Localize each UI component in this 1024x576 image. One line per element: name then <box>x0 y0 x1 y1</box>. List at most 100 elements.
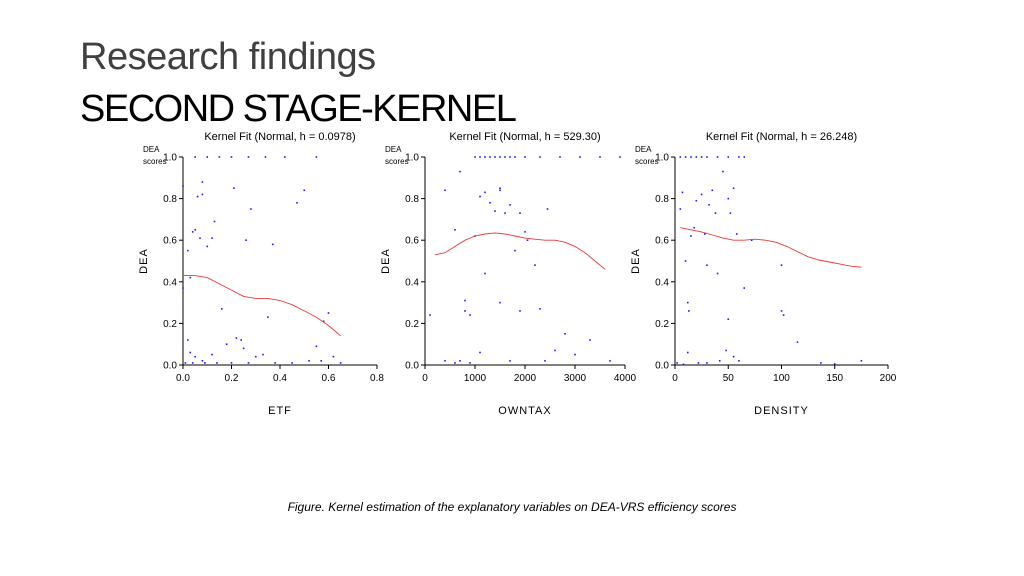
data-point <box>191 231 194 233</box>
slide-title: Research findings <box>80 36 376 78</box>
data-point <box>718 360 721 362</box>
data-point <box>206 245 209 248</box>
data-point <box>339 362 342 364</box>
data-point <box>738 156 740 158</box>
data-point <box>196 195 199 198</box>
data-point <box>499 187 501 189</box>
data-point <box>211 237 213 239</box>
y-tick-label: 0.4 <box>655 277 669 288</box>
data-point <box>464 310 466 312</box>
data-point <box>559 156 561 158</box>
corner-label: DEA <box>635 145 652 154</box>
data-point <box>484 191 486 194</box>
chart-title: Kernel Fit (Normal, h = 26.248) <box>706 131 857 143</box>
figure-caption: Figure. Kernel estimation of the explana… <box>287 500 737 514</box>
data-point <box>524 231 526 233</box>
data-point <box>679 208 682 210</box>
x-tick-label: 0.0 <box>176 373 190 384</box>
data-point <box>820 362 822 364</box>
data-point <box>700 193 703 196</box>
data-point <box>429 314 431 316</box>
data-point <box>732 355 735 358</box>
data-point <box>332 355 335 358</box>
data-point <box>599 156 601 158</box>
y-tick-label: 1.0 <box>655 153 669 164</box>
data-point <box>684 260 687 262</box>
y-tick-label: 0.6 <box>405 236 419 247</box>
data-point <box>690 156 692 158</box>
data-point <box>184 362 187 364</box>
data-point <box>444 189 446 192</box>
data-point <box>514 156 516 158</box>
kernel-fit-line <box>680 227 862 268</box>
data-point <box>546 208 549 210</box>
y-tick-label: 0.4 <box>163 277 177 288</box>
x-axis-label: ETF <box>268 405 292 417</box>
slide-subtitle: SECOND STAGE-KERNEL <box>80 88 517 130</box>
data-point <box>693 226 695 229</box>
x-tick-label: 100 <box>773 373 790 384</box>
data-point <box>514 249 516 252</box>
data-point <box>464 299 466 302</box>
data-point <box>230 156 233 158</box>
data-point <box>579 156 581 158</box>
data-point <box>833 363 836 365</box>
data-point <box>245 239 247 241</box>
data-point <box>743 156 746 158</box>
data-point <box>459 170 461 173</box>
x-tick-label: 2000 <box>514 373 537 384</box>
data-point <box>469 314 471 316</box>
data-point <box>727 156 730 158</box>
y-tick-label: 0.4 <box>405 277 419 288</box>
data-point <box>479 195 481 198</box>
x-tick-label: 0.8 <box>370 373 384 384</box>
data-point <box>706 362 708 364</box>
y-tick-label: 0.6 <box>163 236 177 247</box>
x-tick-label: 0.4 <box>273 373 287 384</box>
data-point <box>315 345 318 348</box>
data-point <box>474 156 476 158</box>
data-point <box>484 156 486 158</box>
data-point <box>711 189 714 192</box>
data-point <box>479 351 481 354</box>
data-point <box>727 197 730 200</box>
x-tick-label: 1000 <box>464 373 487 384</box>
chart-title: Kernel Fit (Normal, h = 529.30) <box>449 131 600 143</box>
x-tick-label: 50 <box>723 373 735 384</box>
data-point <box>201 181 204 183</box>
data-point <box>308 360 310 362</box>
y-tick-label: 0.8 <box>163 194 177 205</box>
data-point <box>743 287 746 289</box>
data-point <box>499 301 501 304</box>
data-point <box>315 156 318 158</box>
data-point <box>676 362 678 364</box>
data-point <box>454 362 456 364</box>
y-axis-label: DEA <box>138 248 150 274</box>
data-point <box>716 272 719 275</box>
data-point <box>780 310 783 312</box>
data-point <box>240 339 242 341</box>
data-point <box>509 360 511 362</box>
data-point <box>454 229 456 231</box>
x-tick-label: 3000 <box>564 373 587 384</box>
data-point <box>489 156 491 158</box>
y-axis-label: DEA <box>380 248 392 274</box>
data-point <box>320 360 323 362</box>
data-point <box>679 156 682 158</box>
data-point <box>484 272 486 275</box>
data-point <box>750 239 753 241</box>
data-point <box>191 362 194 364</box>
data-point <box>235 337 238 339</box>
data-point <box>860 360 863 362</box>
data-point <box>247 362 250 364</box>
data-point <box>688 310 690 312</box>
data-point <box>221 308 223 310</box>
corner-label: DEA <box>385 145 402 154</box>
data-point <box>271 243 274 246</box>
x-tick-label: 150 <box>826 373 843 384</box>
data-point <box>250 208 252 210</box>
data-point <box>201 193 204 196</box>
data-point <box>254 355 257 358</box>
data-point <box>708 204 710 206</box>
data-point <box>619 156 621 158</box>
